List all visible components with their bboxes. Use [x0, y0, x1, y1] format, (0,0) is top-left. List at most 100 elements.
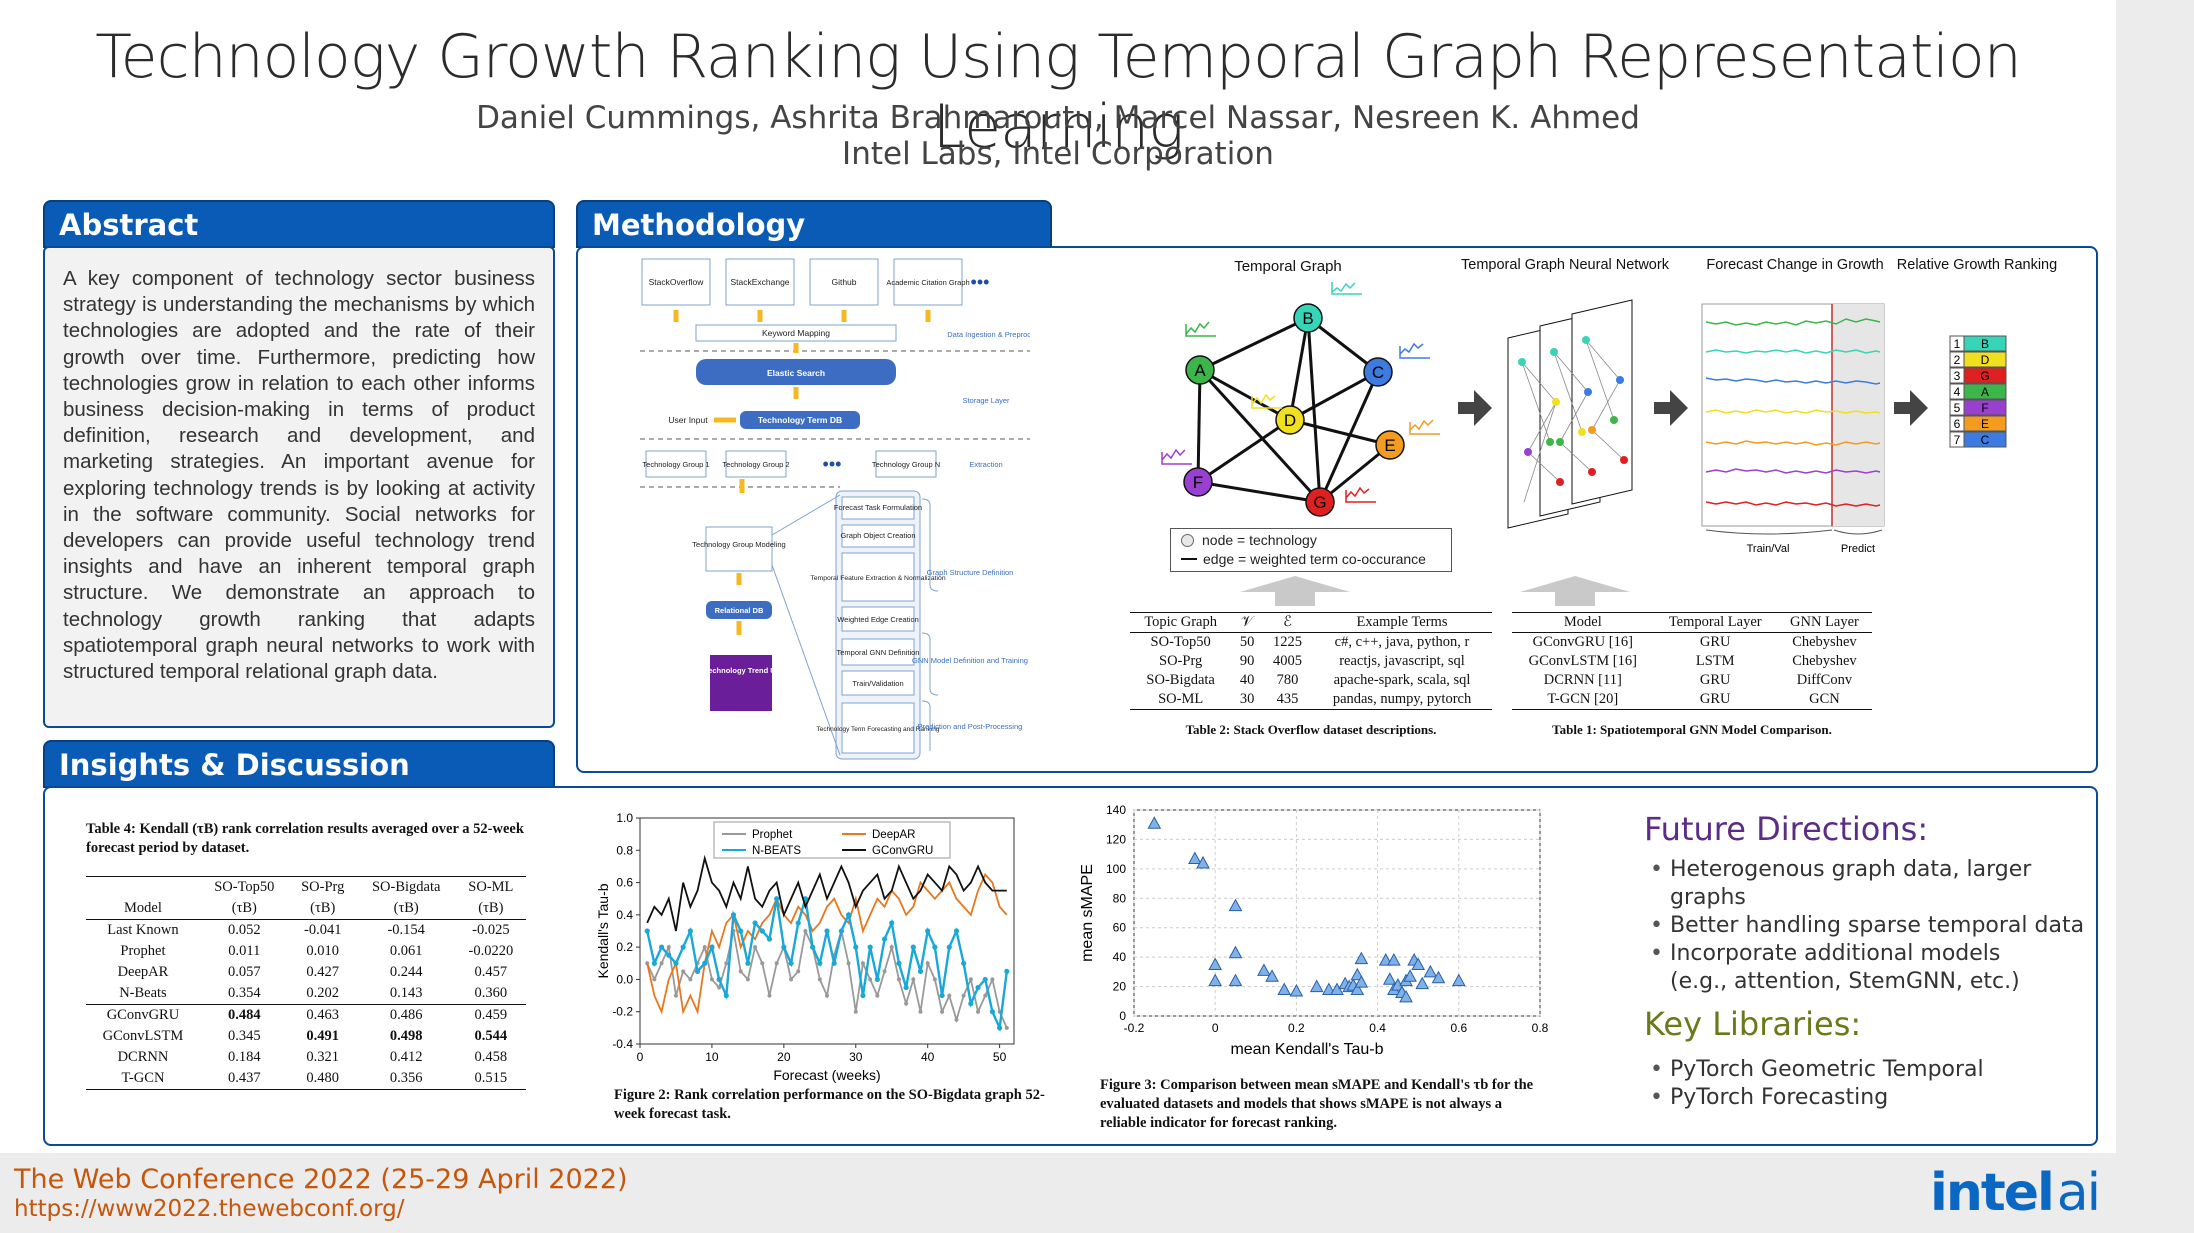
- x-tick-label: 50: [993, 1050, 1007, 1064]
- footer-bar: [0, 1153, 2116, 1233]
- table1-caption: Table 1: Spatiotemporal GNN Model Compar…: [1552, 722, 1832, 737]
- data-point: [831, 960, 837, 966]
- data-point: [659, 961, 664, 966]
- table-row: GConvGRU 0.484 0.463 0.486 0.459: [106, 1007, 508, 1023]
- step-label-5: Train/Validation: [852, 679, 903, 688]
- data-point: [860, 961, 865, 966]
- data-point: [658, 944, 665, 950]
- data-point: [961, 960, 967, 966]
- table1-grid: Model Temporal Layer GNN Layer GConvGRU …: [1512, 612, 1872, 710]
- data-point: [932, 944, 938, 950]
- step-box-2: [841, 552, 915, 602]
- x-tick-label: 0.4: [1369, 1021, 1386, 1035]
- intel-ai-logo: intelai: [1930, 1163, 2101, 1223]
- abstract-box: A key component of technology sector bus…: [43, 246, 555, 728]
- train-val-label: Train/Val: [1747, 543, 1790, 555]
- data-point: [903, 984, 909, 991]
- more-dots-icon: •••: [971, 272, 990, 292]
- table4-header-1: SO-Top50: [214, 879, 275, 895]
- data-point: [868, 977, 873, 982]
- abstract-header: Abstract: [43, 200, 555, 248]
- rank-letter: F: [1981, 401, 1988, 415]
- scatter-point: [1350, 982, 1365, 996]
- rank-letter-box: [1963, 335, 2007, 352]
- data-point: [724, 961, 729, 966]
- scatter-point: [1350, 967, 1365, 981]
- rank-letter-box: [1963, 383, 2007, 400]
- data-point: [925, 961, 930, 966]
- temporal-pipeline: Temporal Graph Temporal Graph Neural Net…: [1120, 252, 2080, 572]
- table4-header-0: Model: [124, 900, 162, 916]
- scatter-point: [1277, 982, 1292, 996]
- y-tick-label: 0.2: [616, 940, 633, 954]
- data-point: [759, 928, 765, 934]
- step-group-label-0: Graph Structure Definition: [927, 568, 1014, 577]
- x-tick-label: 20: [777, 1050, 791, 1064]
- temporal-pipeline-svg: Temporal Graph Temporal Graph Neural Net…: [1161, 257, 2057, 555]
- list-item: PyTorch Geometric Temporal: [1648, 1056, 2088, 1084]
- data-point: [666, 945, 671, 950]
- x-tick-label: 0: [1212, 1021, 1219, 1035]
- rank-number: 4: [1954, 385, 1961, 399]
- authors: Daniel Cummings, Ashrita Brahmaroutu, Ma…: [476, 100, 1640, 136]
- data-point: [738, 928, 744, 934]
- methodology-header: Methodology: [576, 200, 1052, 248]
- source-box-1: [725, 258, 795, 306]
- conference-url[interactable]: https://www2022.thewebconf.org/: [14, 1196, 405, 1222]
- table1: Model Temporal Layer GNN Layer GConvGRU …: [1512, 612, 1872, 739]
- step-group-label-2: Prediction and Post-Processing: [918, 722, 1023, 731]
- data-point: [911, 977, 916, 982]
- x-tick-label: -0.2: [1124, 1021, 1145, 1035]
- data-point: [752, 920, 758, 926]
- affiliation: Intel Labs, Intel Corporation: [842, 136, 1274, 172]
- legend-entry: GConvGRU: [872, 845, 933, 857]
- data-point: [673, 960, 679, 966]
- plot-area: [1133, 809, 1541, 1017]
- table-row: SO-Top50 50 1225 c#, c++, java, python, r: [1150, 634, 1470, 650]
- legend-entry: DeepAR: [872, 829, 915, 841]
- data-point: [817, 960, 823, 966]
- data-point: [716, 976, 722, 983]
- conference-name: The Web Conference 2022 (25-29 April 202…: [14, 1164, 628, 1195]
- y-tick-label: 80: [1113, 891, 1127, 905]
- arrow-right-icon-2: [1654, 390, 1688, 426]
- arrow-right-icon-3: [1894, 390, 1928, 426]
- table-row: DeepAR 0.057 0.427 0.244 0.457: [117, 964, 508, 980]
- data-point: [789, 977, 794, 982]
- data-point: [767, 993, 772, 998]
- rank-letter: D: [1981, 353, 1990, 367]
- data-point: [745, 977, 750, 982]
- scatter-point: [1322, 982, 1336, 996]
- y-tick-label: 0.8: [616, 843, 633, 857]
- rank-letter: E: [1981, 417, 1989, 431]
- group-modeling-label: Technology Group Modeling: [692, 540, 785, 549]
- table-row: Prophet 0.011 0.010 0.061 -0.0220: [120, 943, 514, 959]
- relational-db-box: [706, 601, 772, 619]
- step-label-0: Forecast Task Formulation: [834, 503, 922, 512]
- data-point: [723, 992, 729, 999]
- data-point: [702, 960, 708, 966]
- y-tick-label: 20: [1113, 980, 1127, 994]
- table2-caption: Table 2: Stack Overflow dataset descript…: [1185, 722, 1437, 737]
- y-tick-label: 60: [1113, 921, 1127, 935]
- node-e: [1375, 430, 1405, 460]
- x-axis-label: Forecast (weeks): [773, 1067, 880, 1083]
- group-box-2: [875, 450, 937, 478]
- future-directions-title: Future Directions:: [1644, 810, 1929, 848]
- right-margin-strip: [2116, 0, 2194, 1233]
- group-label-1: Technology Group 2: [722, 460, 789, 469]
- data-point: [889, 945, 894, 950]
- scatter-point: [1354, 975, 1369, 988]
- node-b: [1293, 303, 1323, 333]
- rank-number: 3: [1954, 369, 1961, 383]
- pipeline-flow-diagram: StackOverflow StackExchange Github Acade…: [640, 255, 1053, 765]
- data-point: [953, 928, 960, 934]
- data-point: [1004, 968, 1010, 974]
- series-line: [646, 872, 1008, 1015]
- predict-label: Predict: [1841, 543, 1875, 555]
- relational-db-label: Relational DB: [715, 606, 764, 615]
- data-point: [745, 960, 751, 966]
- data-point: [947, 993, 952, 998]
- node-c-label: C: [1372, 363, 1384, 382]
- group-box-1: [725, 450, 787, 478]
